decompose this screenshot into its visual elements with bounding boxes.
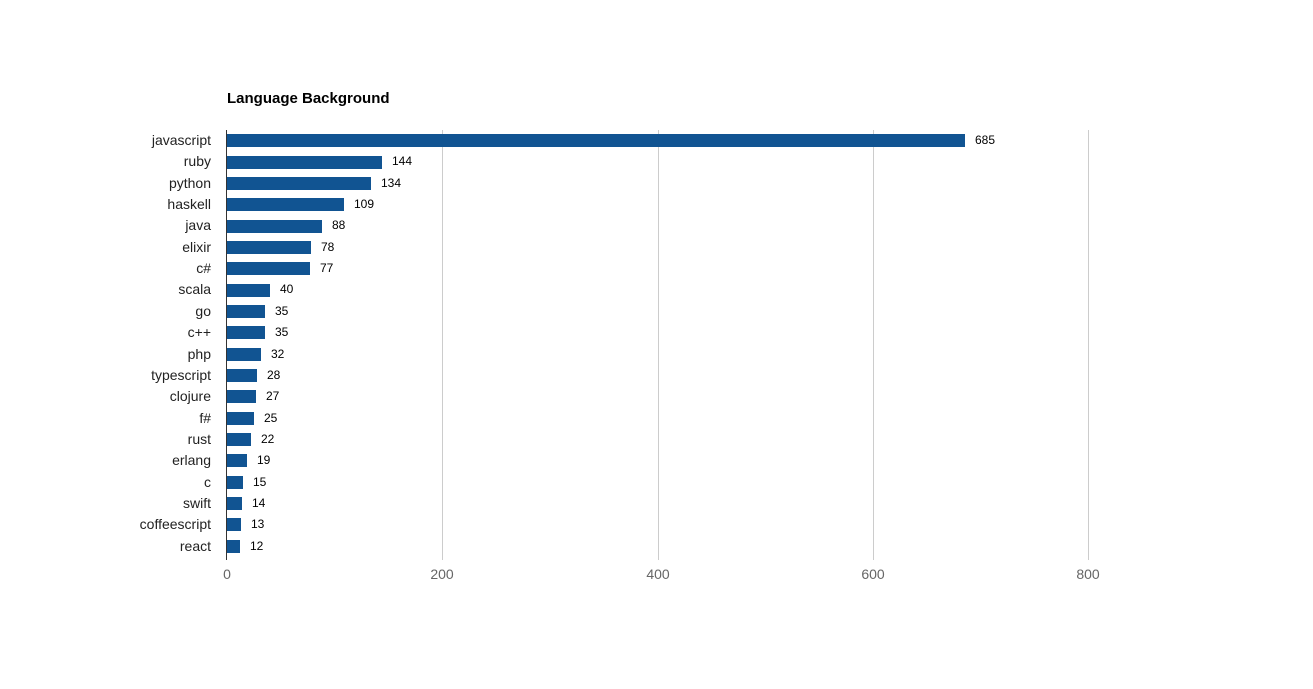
- category-axis: javascript ruby python haskell java elixir c# s…: [0, 130, 211, 557]
- bar[interactable]: [227, 347, 261, 361]
- bar[interactable]: [227, 475, 243, 489]
- value-label: 134: [381, 175, 402, 190]
- value-label: 40: [280, 282, 294, 297]
- category-label: c: [204, 473, 211, 490]
- bar[interactable]: [227, 433, 251, 447]
- bar[interactable]: [227, 390, 256, 404]
- value-label: 19: [257, 453, 271, 468]
- value-label: 77: [320, 261, 334, 276]
- x-tick-label: 800: [1076, 566, 1100, 582]
- category-label: swift: [183, 494, 211, 511]
- bar[interactable]: [227, 134, 965, 148]
- bar[interactable]: [227, 518, 241, 532]
- value-label: 15: [253, 474, 267, 489]
- value-label: 35: [275, 303, 289, 318]
- x-tick-label: 0: [223, 566, 231, 582]
- category-label: java: [185, 217, 211, 234]
- category-label: python: [168, 174, 211, 191]
- value-label: 27: [266, 389, 280, 404]
- value-label: 14: [252, 495, 266, 510]
- category-label: c#: [196, 260, 211, 277]
- category-label: haskell: [167, 196, 211, 213]
- value-label: 25: [264, 410, 278, 425]
- category-label: typescript: [151, 366, 211, 383]
- value-label: 88: [332, 218, 346, 233]
- bar[interactable]: [227, 176, 371, 190]
- bar[interactable]: [227, 219, 322, 233]
- category-label: c++: [187, 324, 211, 341]
- category-label: php: [187, 345, 211, 362]
- chart-title: Language Background: [227, 90, 390, 107]
- value-label: 144: [392, 154, 413, 169]
- x-tick-label: 400: [646, 566, 670, 582]
- value-label: 78: [321, 239, 335, 254]
- bar[interactable]: [227, 155, 382, 169]
- category-label: f#: [199, 409, 211, 426]
- x-tick-label: 200: [430, 566, 454, 582]
- gridline: [1088, 130, 1089, 560]
- bar[interactable]: [227, 262, 310, 276]
- category-label: rust: [187, 430, 211, 447]
- gridline: [658, 130, 659, 560]
- category-label: coffeescript: [139, 516, 211, 533]
- bar[interactable]: [227, 411, 254, 425]
- x-axis: 0 200 400 600 800: [0, 566, 1313, 586]
- x-tick-label: 600: [861, 566, 885, 582]
- category-label: javascript: [151, 132, 211, 148]
- plot-area: 685 144 134 109 88 78 77 40 35 35 32 28 27 25 22 19 15 14…: [226, 130, 1196, 560]
- value-label: 32: [271, 346, 285, 361]
- value-label: 685: [975, 133, 996, 147]
- y-axis-baseline: [226, 130, 227, 560]
- value-label: 35: [275, 325, 289, 340]
- value-label: 13: [251, 517, 265, 532]
- gridline: [873, 130, 874, 560]
- category-label: ruby: [183, 153, 211, 170]
- category-label: elixir: [182, 238, 211, 255]
- bar[interactable]: [227, 539, 240, 553]
- bar[interactable]: [227, 454, 247, 468]
- bar[interactable]: [227, 240, 311, 254]
- category-label: clojure: [169, 388, 211, 405]
- bar[interactable]: [227, 198, 344, 212]
- bar[interactable]: [227, 283, 270, 297]
- category-label: erlang: [172, 452, 211, 469]
- bar[interactable]: [227, 304, 265, 318]
- gridline: [442, 130, 443, 560]
- category-label: react: [179, 537, 211, 554]
- bar[interactable]: [227, 326, 265, 340]
- category-label: go: [195, 302, 211, 319]
- value-label: 22: [261, 431, 275, 446]
- bar[interactable]: [227, 497, 242, 511]
- value-label: 28: [267, 367, 281, 382]
- value-label: 12: [250, 538, 264, 553]
- category-label: scala: [178, 281, 211, 298]
- bar[interactable]: [227, 369, 257, 383]
- value-label: 109: [354, 197, 375, 212]
